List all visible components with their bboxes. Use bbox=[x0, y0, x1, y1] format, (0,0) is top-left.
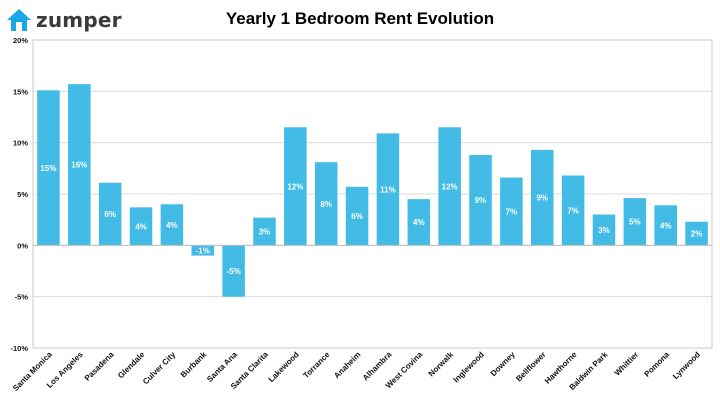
bar bbox=[98, 182, 122, 246]
data-label: 4% bbox=[135, 222, 147, 231]
bar bbox=[345, 186, 369, 246]
bar bbox=[469, 154, 492, 246]
data-label: 12% bbox=[287, 182, 303, 191]
y-tick-label: 10% bbox=[13, 139, 28, 148]
bar bbox=[314, 162, 338, 246]
logo-text: zumper bbox=[36, 8, 122, 32]
data-label: 9% bbox=[536, 194, 548, 203]
bar bbox=[253, 217, 276, 246]
data-label: 9% bbox=[475, 196, 487, 205]
house-icon bbox=[7, 9, 31, 31]
x-tick-label: Norwalk bbox=[427, 350, 456, 379]
x-tick-label: Torrance bbox=[301, 350, 332, 381]
y-tick-label: 15% bbox=[13, 87, 28, 96]
x-tick-label: Alhambra bbox=[361, 350, 394, 383]
data-label: 7% bbox=[567, 206, 579, 215]
data-label: -1% bbox=[196, 246, 210, 255]
data-label: 2% bbox=[691, 230, 703, 239]
bar bbox=[129, 207, 153, 246]
bar bbox=[68, 84, 91, 246]
bar bbox=[654, 205, 677, 246]
x-tick-label: Whittier bbox=[613, 350, 640, 377]
data-label: 5% bbox=[629, 218, 641, 227]
x-tick-label: Pomona bbox=[642, 350, 671, 379]
data-label: 3% bbox=[598, 226, 610, 235]
x-tick-label: Culver City bbox=[141, 350, 178, 387]
y-tick-label: 5% bbox=[17, 190, 28, 199]
bar bbox=[623, 198, 647, 246]
bar bbox=[284, 127, 307, 246]
data-label: 8% bbox=[320, 200, 332, 209]
x-tick-label: Lakewood bbox=[267, 350, 301, 384]
x-tick-label: Glendale bbox=[116, 350, 147, 381]
bar bbox=[222, 245, 245, 297]
x-tick-label: Anaheim bbox=[332, 350, 362, 380]
data-label: 12% bbox=[442, 182, 458, 191]
data-label: 6% bbox=[104, 210, 116, 219]
x-tick-label: Burbank bbox=[179, 350, 209, 380]
data-label: 4% bbox=[660, 221, 672, 230]
bar bbox=[191, 245, 215, 256]
bar bbox=[407, 199, 431, 246]
y-tick-label: -10% bbox=[10, 344, 28, 353]
bar bbox=[376, 133, 400, 246]
zumper-logo: zumper bbox=[6, 7, 122, 33]
x-tick-label: Pasadena bbox=[83, 350, 116, 383]
chart-title: Yearly 1 Bedroom Rent Evolution bbox=[225, 9, 495, 28]
bar bbox=[685, 221, 708, 246]
data-label: 6% bbox=[351, 212, 363, 221]
x-tick-label: Lynwood bbox=[671, 350, 702, 381]
bar bbox=[160, 204, 184, 246]
bar bbox=[592, 214, 616, 246]
data-label: 4% bbox=[166, 221, 178, 230]
y-tick-label: -5% bbox=[15, 293, 29, 302]
data-label: 3% bbox=[259, 227, 271, 236]
data-label: 15% bbox=[40, 164, 56, 173]
bar bbox=[500, 177, 523, 246]
data-label: 7% bbox=[506, 207, 518, 216]
data-label: 16% bbox=[71, 161, 87, 170]
data-label: 11% bbox=[380, 185, 396, 194]
x-tick-label: Downey bbox=[489, 350, 517, 378]
bar bbox=[37, 90, 60, 246]
y-tick-label: 0% bbox=[17, 241, 28, 250]
x-tick-label: Inglewood bbox=[452, 350, 486, 384]
plot-area bbox=[32, 39, 713, 349]
bar bbox=[530, 149, 554, 246]
y-tick-label: 20% bbox=[13, 36, 28, 45]
bar bbox=[561, 175, 585, 246]
data-label: 4% bbox=[413, 218, 425, 227]
bar bbox=[438, 127, 461, 246]
data-label: -5% bbox=[226, 267, 240, 276]
